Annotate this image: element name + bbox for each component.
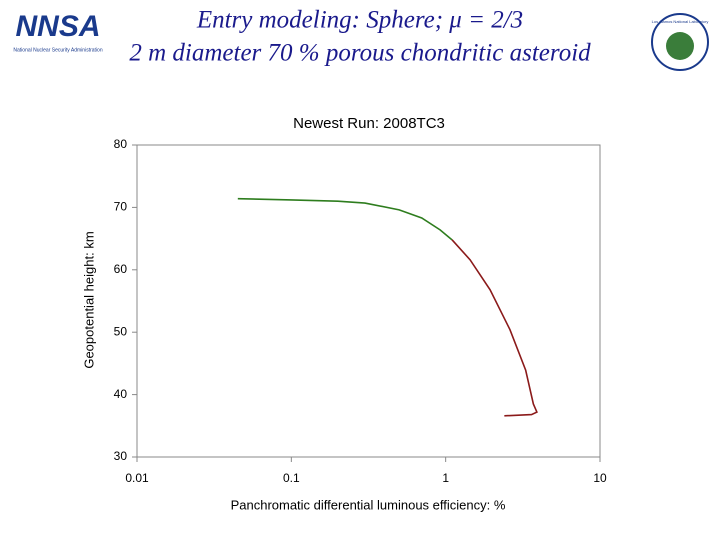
x-tick-label: 10 bbox=[593, 471, 607, 485]
x-tick-label: 1 bbox=[442, 471, 449, 485]
y-tick-label: 60 bbox=[114, 262, 128, 276]
logo-emblem bbox=[666, 32, 694, 60]
data-line bbox=[451, 239, 538, 417]
y-tick-label: 70 bbox=[114, 200, 128, 214]
x-axis-label: Panchromatic differential luminous effic… bbox=[231, 497, 506, 512]
plot-frame bbox=[136, 144, 601, 458]
y-tick-label: 30 bbox=[114, 449, 128, 463]
slide-subtitle: 2 m diameter 70 % porous chondritic aste… bbox=[129, 40, 591, 67]
slide-title: Entry modeling: Sphere; μ = 2/3 bbox=[196, 7, 523, 34]
right-logo: Los Alamos National Laboratory bbox=[651, 13, 709, 71]
y-tick-label: 80 bbox=[114, 137, 128, 151]
x-tick-label: 0.01 bbox=[125, 471, 149, 485]
logo-caption: National Nuclear Security Administration bbox=[13, 47, 102, 53]
logo-text: Los Alamos National Laboratory bbox=[652, 19, 709, 24]
x-tick-label: 0.1 bbox=[283, 471, 300, 485]
y-tick-label: 40 bbox=[114, 387, 128, 401]
logo-text: NNSA bbox=[15, 10, 100, 43]
left-logo: NNSA National Nuclear Security Administr… bbox=[13, 10, 102, 53]
chart-title: Newest Run: 2008TC3 bbox=[293, 115, 445, 132]
y-axis-label: Geopotential height: km bbox=[81, 231, 96, 368]
data-line bbox=[237, 197, 453, 241]
y-tick-label: 50 bbox=[114, 324, 128, 338]
